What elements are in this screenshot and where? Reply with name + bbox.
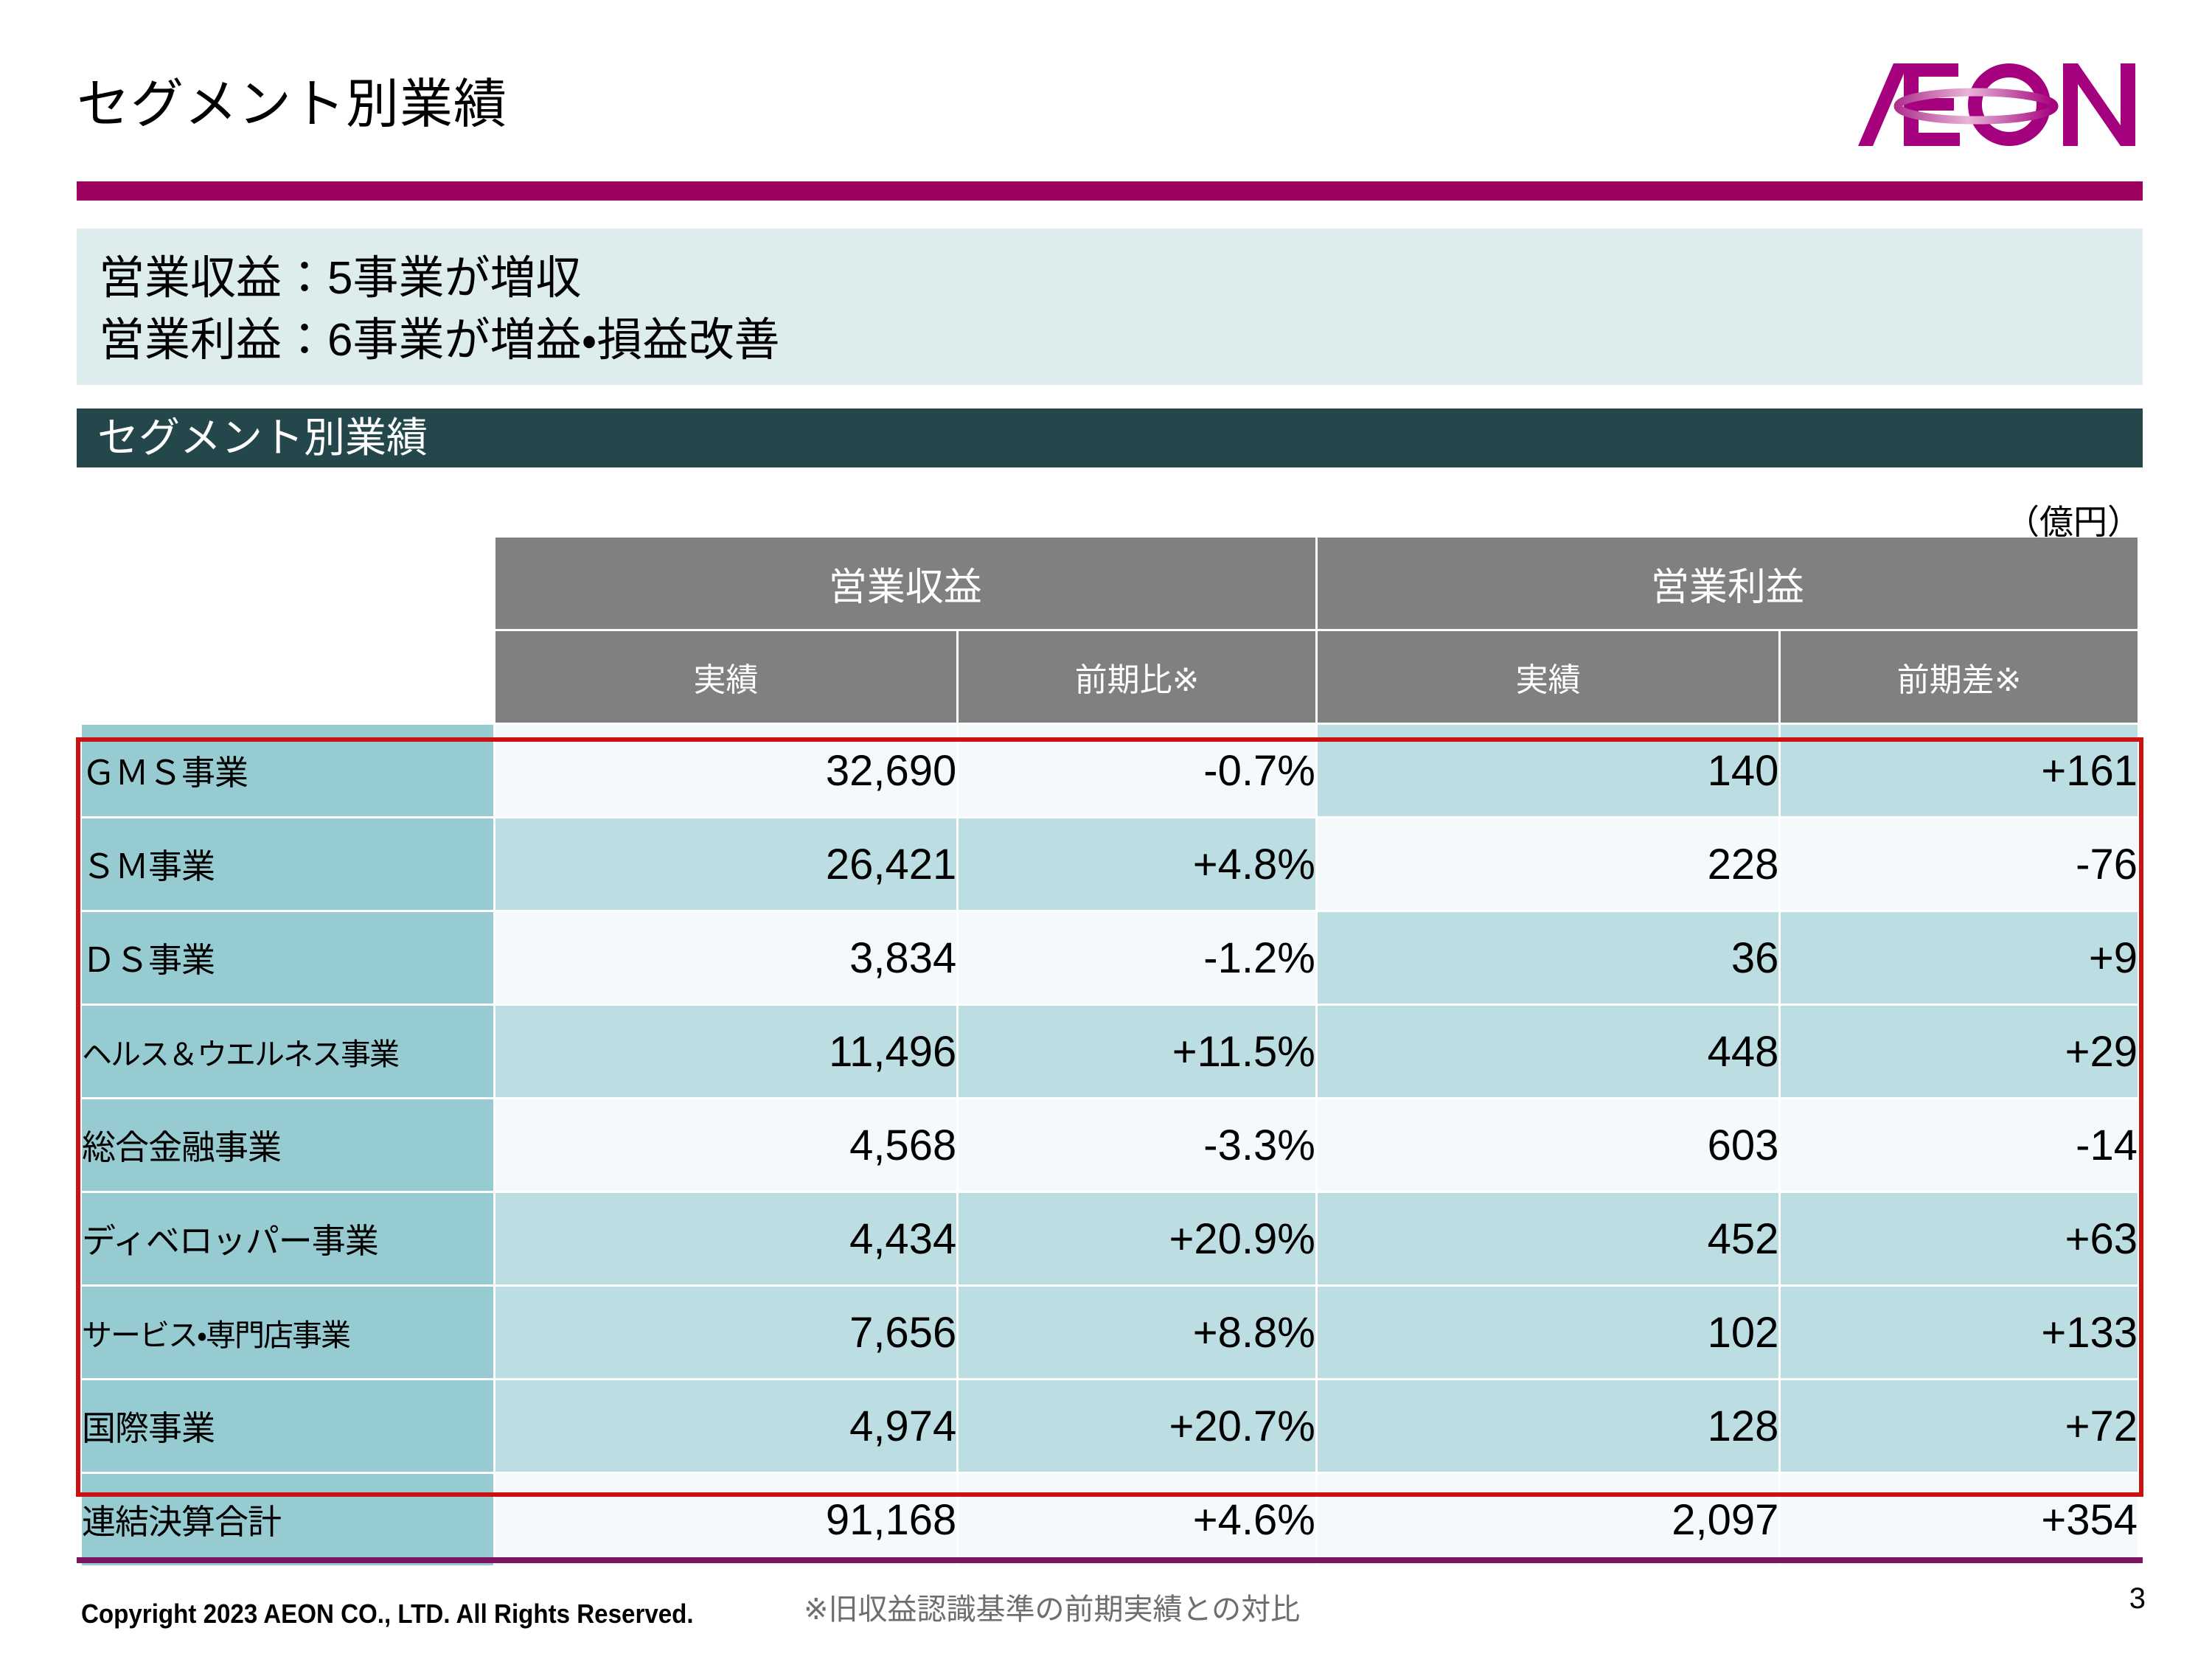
cell-profit-actual: 36 [1317,912,1779,1004]
table-corner-cell [82,538,493,629]
cell-revenue-yoy: +20.9% [959,1193,1315,1284]
cell-profit-diff: +72 [1781,1380,2138,1472]
copyright-text: Copyright 2023 AEON CO., LTD. All Rights… [81,1599,694,1629]
table-row: ヘルス＆ウエルネス事業 11,496 +11.5% 448 +29 [82,1006,2138,1097]
cell-revenue-actual: 11,496 [495,1006,957,1097]
cell-profit-actual: 448 [1317,1006,1779,1097]
row-label-segment: ＤＳ事業 [82,912,493,1004]
cell-profit-actual: 452 [1317,1193,1779,1284]
cell-revenue-actual: 91,168 [495,1474,957,1565]
cell-profit-diff: +29 [1781,1006,2138,1097]
slide-header: セグメント別業績 [0,0,2212,201]
cell-profit-diff: -14 [1781,1099,2138,1191]
cell-revenue-actual: 7,656 [495,1287,957,1378]
row-label-segment: サービス・専門店事業 [82,1287,493,1378]
footer-rule [77,1557,2143,1563]
sub-header-profit-actual: 実績 [1317,631,1779,723]
table-row: ＧＭＳ事業 32,690 -0.7% 140 +161 [82,725,2138,816]
cell-profit-actual: 140 [1317,725,1779,816]
cell-revenue-yoy: -3.3% [959,1099,1315,1191]
section-bar-label: セグメント別業績 [97,414,428,461]
row-label-segment: ＧＭＳ事業 [82,725,493,816]
unit-label: （億円） [2006,503,2141,541]
table-row: サービス・専門店事業 7,656 +8.8% 102 +133 [82,1287,2138,1378]
row-label-segment: ヘルス＆ウエルネス事業 [82,1006,493,1097]
table-row: 国際事業 4,974 +20.7% 128 +72 [82,1380,2138,1472]
header-accent-rule [77,181,2143,201]
table-group-header-row: 営業収益 営業利益 [82,538,2138,629]
page-number: 3 [2129,1582,2146,1615]
group-header-revenue: 営業収益 [495,538,1315,629]
table-body: ＧＭＳ事業 32,690 -0.7% 140 +161 ＳＭ事業 26,421 +4.8% 22… [82,725,2138,1565]
cell-revenue-yoy: +11.5% [959,1006,1315,1097]
row-label-segment: 連結決算合計 [82,1474,493,1565]
cell-revenue-actual: 32,690 [495,725,957,816]
cell-revenue-yoy: +20.7% [959,1380,1315,1472]
cell-profit-actual: 128 [1317,1380,1779,1472]
sub-header-revenue-actual: 実績 [495,631,957,723]
table-row: ディベロッパー事業 4,434 +20.9% 452 +63 [82,1193,2138,1284]
cell-profit-actual: 603 [1317,1099,1779,1191]
row-label-segment: 総合金融事業 [82,1099,493,1191]
cell-revenue-actual: 4,568 [495,1099,957,1191]
highlight-line-profit: 営業利益：6事業が増益・損益改善 [99,315,780,366]
highlight-line-revenue: 営業収益：5事業が増収 [99,253,582,304]
table-row: 総合金融事業 4,568 -3.3% 603 -14 [82,1099,2138,1191]
row-label-segment: ＳＭ事業 [82,818,493,910]
cell-revenue-yoy: -0.7% [959,725,1315,816]
table-row: ＤＳ事業 3,834 -1.2% 36 +9 [82,912,2138,1004]
highlight-callout-box: 営業収益：5事業が増収 営業利益：6事業が増益・損益改善 [77,229,2143,385]
cell-revenue-yoy: +4.6% [959,1474,1315,1565]
cell-profit-actual: 2,097 [1317,1474,1779,1565]
sub-header-revenue-yoy: 前期比※ [959,631,1315,723]
page-title: セグメント別業績 [77,75,508,134]
row-label-segment: ディベロッパー事業 [82,1193,493,1284]
cell-revenue-yoy: +8.8% [959,1287,1315,1378]
table-header: 営業収益 営業利益 実績 前期比※ 実績 前期差※ [82,538,2138,723]
aeon-logo [1851,58,2146,152]
section-bar: セグメント別業績 [77,408,2143,467]
cell-profit-diff: +161 [1781,725,2138,816]
cell-profit-diff: +63 [1781,1193,2138,1284]
cell-profit-diff: +354 [1781,1474,2138,1565]
cell-profit-diff: +133 [1781,1287,2138,1378]
cell-profit-actual: 228 [1317,818,1779,910]
table-sub-header-row: 実績 前期比※ 実績 前期差※ [82,631,2138,723]
table-row: ＳＭ事業 26,421 +4.8% 228 -76 [82,818,2138,910]
group-header-profit: 営業利益 [1317,538,2138,629]
cell-revenue-actual: 4,974 [495,1380,957,1472]
cell-revenue-yoy: +4.8% [959,818,1315,910]
footnote-text: ※旧収益認識基準の前期実績との対比 [804,1593,1301,1626]
cell-profit-diff: +9 [1781,912,2138,1004]
table-corner-cell-2 [82,631,493,723]
cell-profit-actual: 102 [1317,1287,1779,1378]
segment-results-table: 営業収益 営業利益 実績 前期比※ 実績 前期差※ ＧＭＳ事業 32,690 -0.… [80,535,2140,1568]
cell-revenue-yoy: -1.2% [959,912,1315,1004]
cell-revenue-actual: 26,421 [495,818,957,910]
row-label-segment: 国際事業 [82,1380,493,1472]
cell-revenue-actual: 4,434 [495,1193,957,1284]
cell-profit-diff: -76 [1781,818,2138,910]
table-row: 連結決算合計 91,168 +4.6% 2,097 +354 [82,1474,2138,1565]
cell-revenue-actual: 3,834 [495,912,957,1004]
sub-header-profit-diff: 前期差※ [1781,631,2138,723]
